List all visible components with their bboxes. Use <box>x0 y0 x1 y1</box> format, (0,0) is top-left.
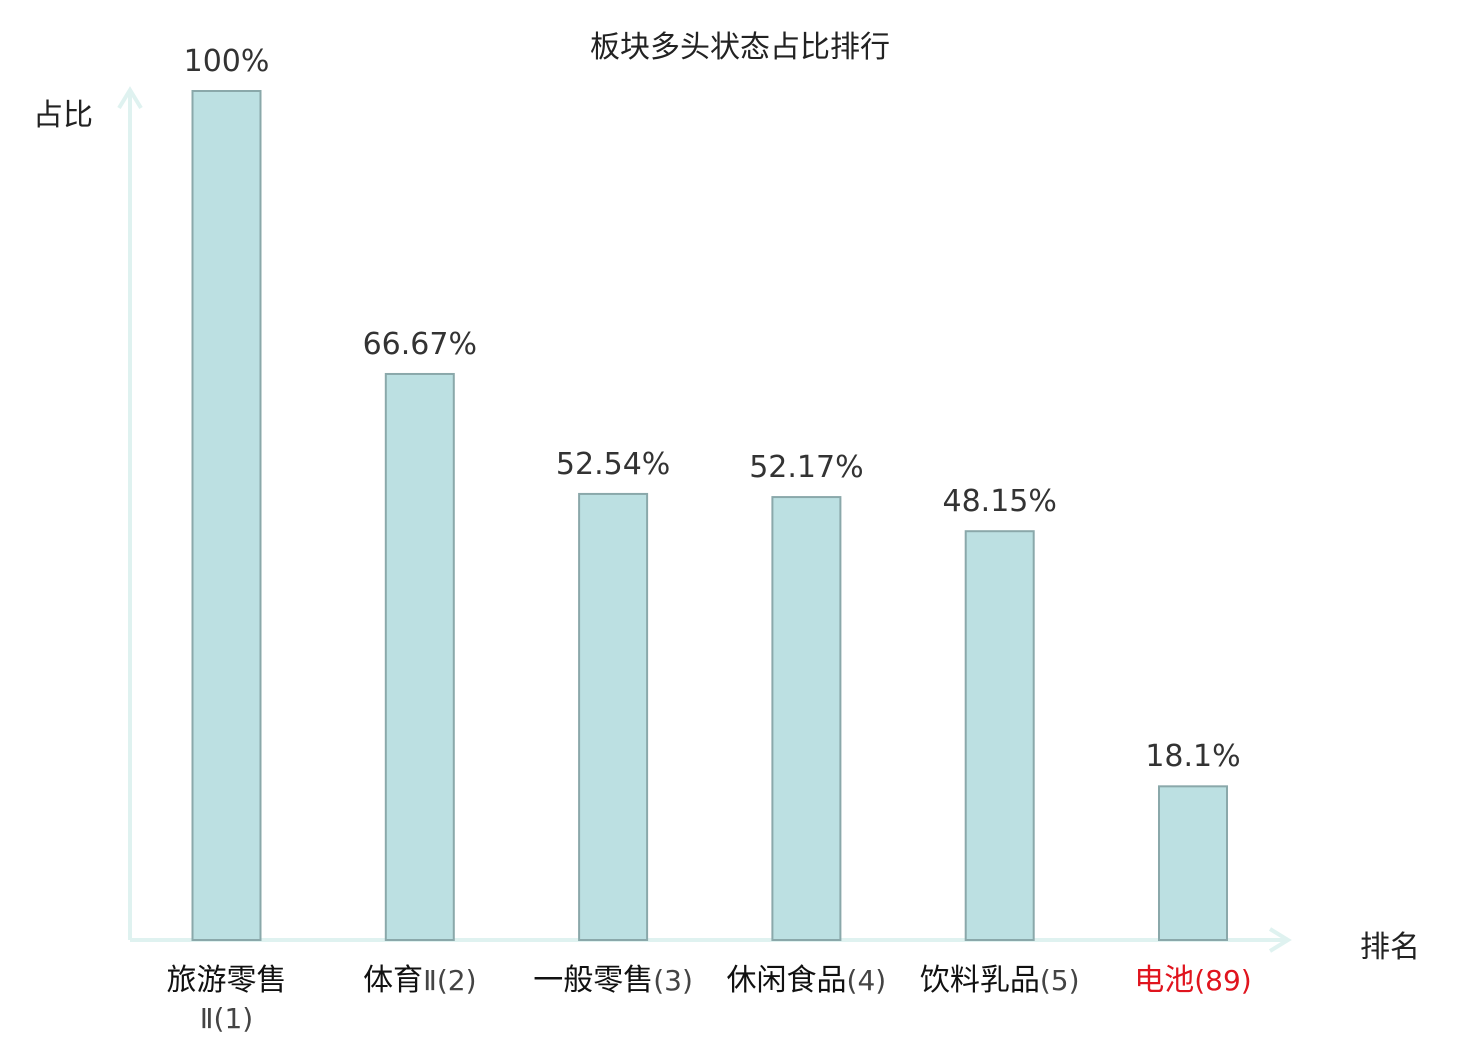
category-rank: Ⅱ(1) <box>199 1002 254 1035</box>
category-rank: (4) <box>846 964 887 997</box>
bar <box>1158 785 1228 941</box>
category-label: 休闲食品(4) <box>711 962 901 1000</box>
category-label: 电池(89) <box>1098 962 1288 1000</box>
x-axis-label: 排名 <box>1360 930 1420 965</box>
value-label: 100% <box>183 44 270 79</box>
bars <box>191 90 1228 942</box>
category-name: 电池 <box>1134 963 1195 998</box>
category-rank: (89) <box>1194 964 1252 997</box>
x-axis-arrow <box>1268 927 1292 953</box>
chart-title: 板块多头状态占比排行 <box>590 30 890 65</box>
value-label: 66.67% <box>362 326 477 362</box>
category-rank: Ⅱ(2) <box>423 964 477 997</box>
category-name: 饮料乳品 <box>919 963 1040 998</box>
value-label: 52.17% <box>749 450 864 486</box>
bar <box>578 492 649 941</box>
category-name: 体育 <box>363 963 424 998</box>
bar <box>384 372 455 942</box>
value-label: 48.15% <box>942 484 1057 520</box>
y-axis-label: 占比 <box>33 98 93 133</box>
bar <box>964 530 1035 941</box>
bar <box>771 496 842 941</box>
value-label: 18.1% <box>1145 739 1241 775</box>
category-rank: (3) <box>653 964 693 997</box>
category-rank: (5) <box>1039 964 1080 997</box>
category-label: 体育Ⅱ(2) <box>325 962 515 1000</box>
category-name: 旅游零售 <box>166 963 287 998</box>
value-label: 52.54% <box>555 446 671 482</box>
category-name: 休闲食品 <box>726 963 847 998</box>
y-axis-arrow <box>117 86 143 110</box>
category-name: 一般零售 <box>533 963 654 998</box>
axes <box>117 86 1292 953</box>
category-label: 饮料乳品(5) <box>905 962 1095 1000</box>
category-label: 旅游零售 Ⅱ(1) <box>132 962 322 1038</box>
bar <box>191 90 262 941</box>
category-label: 一般零售(3) <box>518 962 708 1000</box>
